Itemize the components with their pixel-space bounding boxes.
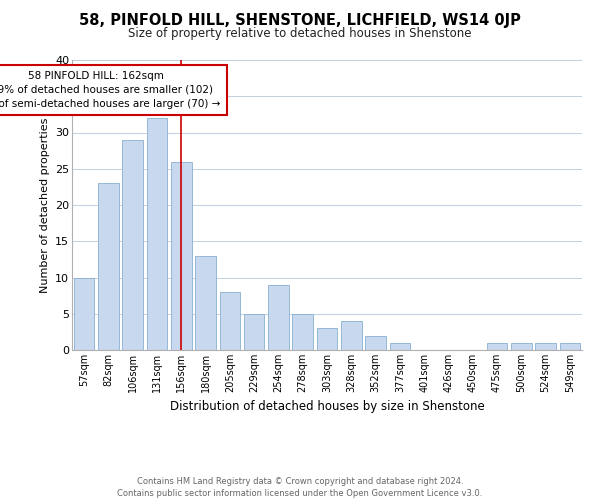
Bar bbox=[171, 162, 191, 350]
Bar bbox=[389, 343, 410, 350]
Bar bbox=[317, 328, 337, 350]
Bar bbox=[268, 285, 289, 350]
Text: Contains HM Land Registry data © Crown copyright and database right 2024.
Contai: Contains HM Land Registry data © Crown c… bbox=[118, 476, 482, 498]
Y-axis label: Number of detached properties: Number of detached properties bbox=[40, 118, 50, 292]
Bar bbox=[220, 292, 240, 350]
Bar bbox=[146, 118, 167, 350]
Bar bbox=[98, 183, 119, 350]
Bar bbox=[365, 336, 386, 350]
X-axis label: Distribution of detached houses by size in Shenstone: Distribution of detached houses by size … bbox=[170, 400, 484, 413]
Bar bbox=[511, 343, 532, 350]
Text: 58 PINFOLD HILL: 162sqm
← 59% of detached houses are smaller (102)
41% of semi-d: 58 PINFOLD HILL: 162sqm ← 59% of detache… bbox=[0, 71, 220, 109]
Bar bbox=[292, 314, 313, 350]
Bar bbox=[487, 343, 508, 350]
Bar bbox=[195, 256, 216, 350]
Bar bbox=[341, 321, 362, 350]
Bar bbox=[74, 278, 94, 350]
Bar bbox=[244, 314, 265, 350]
Bar bbox=[122, 140, 143, 350]
Bar bbox=[560, 343, 580, 350]
Bar bbox=[535, 343, 556, 350]
Text: 58, PINFOLD HILL, SHENSTONE, LICHFIELD, WS14 0JP: 58, PINFOLD HILL, SHENSTONE, LICHFIELD, … bbox=[79, 12, 521, 28]
Text: Size of property relative to detached houses in Shenstone: Size of property relative to detached ho… bbox=[128, 28, 472, 40]
